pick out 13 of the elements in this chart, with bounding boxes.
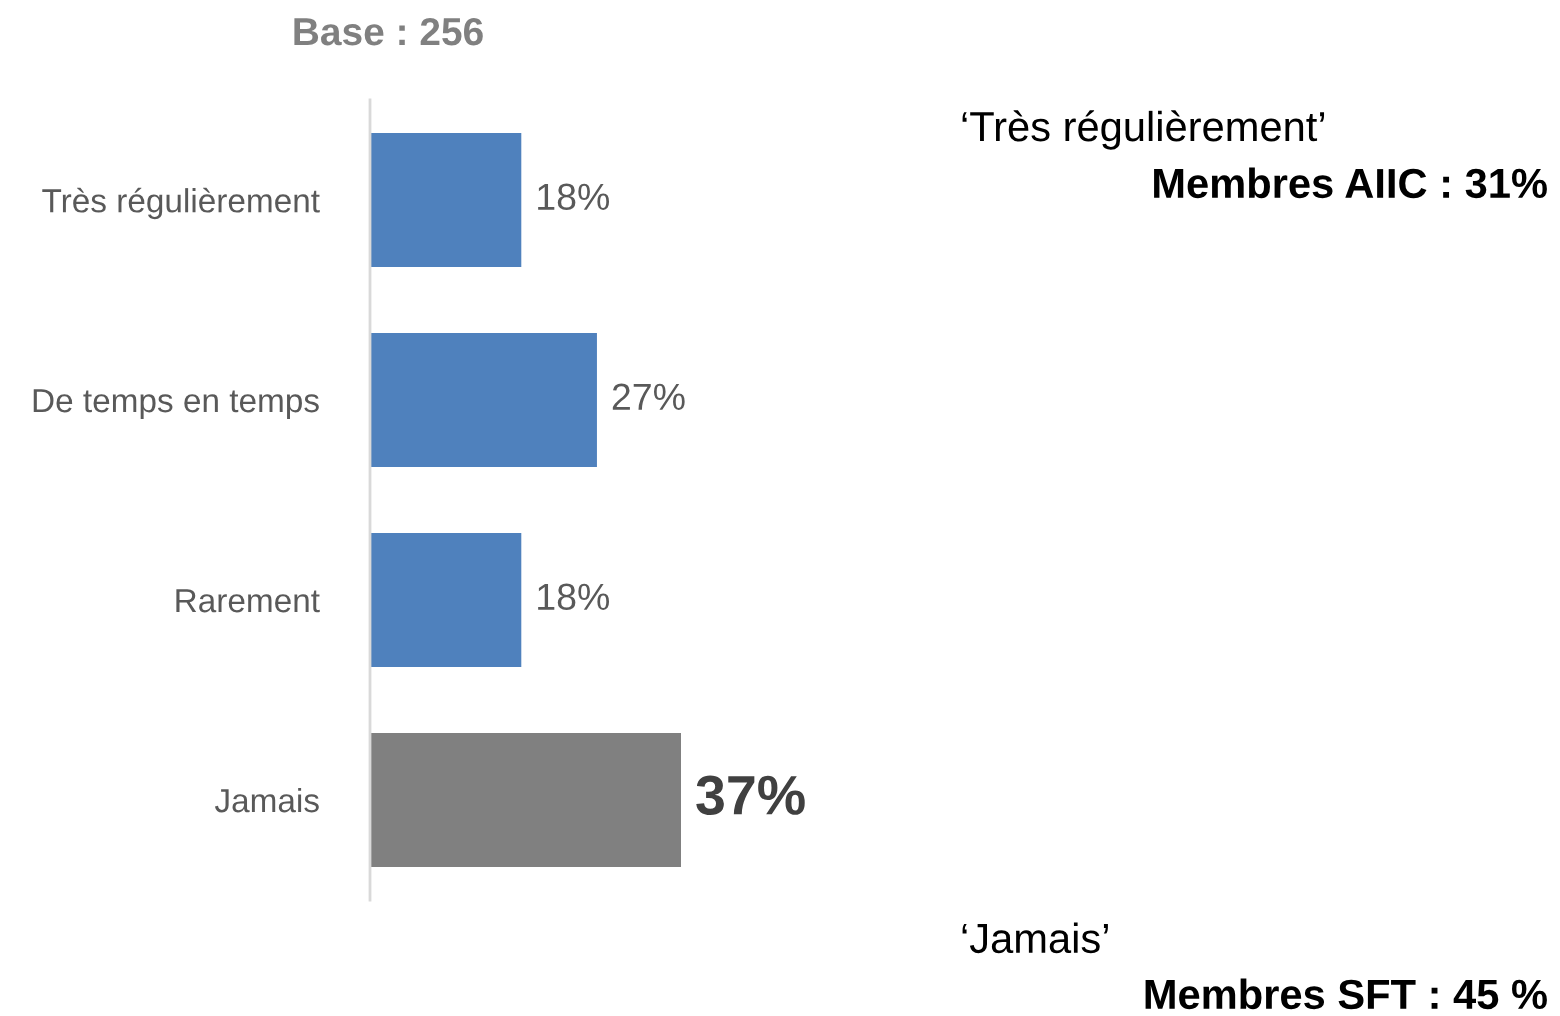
text: Membres SFT : 45 % — [1145, 978, 1547, 1010]
y-tick-label: Rarement — [176, 589, 320, 613]
data-label: 18% — [538, 583, 610, 611]
y-tick-label: Très régulièrement — [42, 187, 320, 220]
chart-title: Base : 256 — [294, 17, 483, 46]
text: ‘Jamais’ — [962, 922, 1108, 954]
data-label: 18% — [538, 183, 610, 211]
text: Membres AIIC : 31% — [1154, 167, 1547, 199]
y-tick-label: De temps en temps — [33, 389, 319, 419]
text: ‘Très régulièrement’ — [962, 110, 1325, 150]
data-label: 37% — [696, 775, 805, 815]
y-tick-label: Jamais — [214, 787, 319, 813]
data-label: 27% — [612, 383, 685, 410]
